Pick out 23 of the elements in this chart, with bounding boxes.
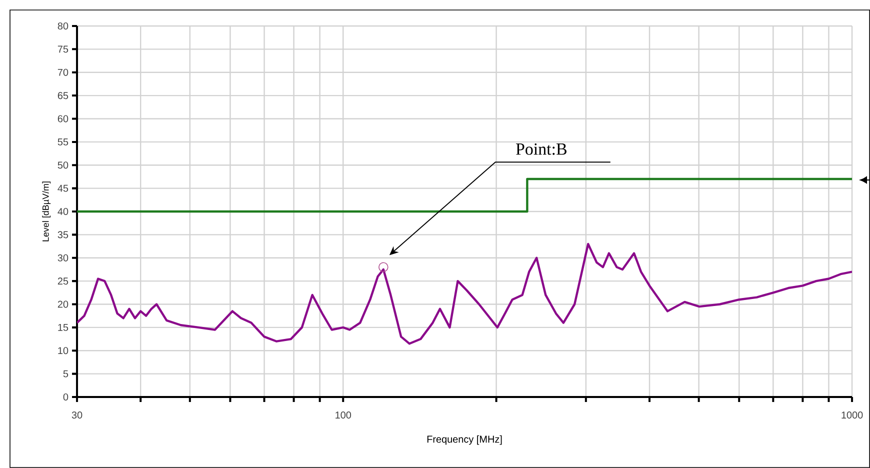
y-tick-label: 70: [58, 68, 68, 76]
x-tick-label: 1000: [842, 412, 863, 419]
annotation: Point:B: [516, 143, 566, 155]
y-tick-label: 55: [58, 138, 68, 146]
y-tick-label: 45: [58, 184, 68, 192]
y-tick-label: 35: [58, 231, 68, 238]
y-tick-label: 5: [63, 370, 68, 378]
y-tick-label: 10: [58, 347, 68, 354]
y-tick-label: 15: [58, 324, 68, 331]
y-tick-label: 20: [58, 300, 68, 308]
y-tick-label: 75: [58, 46, 68, 53]
x-tick-label: 30: [72, 412, 82, 419]
y-axis-title: Level [dBµV/m]: [42, 182, 51, 242]
y-tick-label: 40: [58, 208, 68, 216]
y-tick-label: 30: [58, 254, 68, 262]
y-tick-label: 80: [58, 22, 68, 30]
y-tick-label: 25: [58, 278, 68, 285]
x-axis-title: Frequency [MHz]: [427, 435, 502, 445]
x-tick-label: 100: [336, 412, 352, 419]
y-tick-label: 50: [58, 162, 68, 169]
y-tick-label: 65: [58, 92, 68, 100]
y-tick-label: 0: [63, 393, 68, 401]
y-tick-label: 60: [58, 115, 68, 122]
